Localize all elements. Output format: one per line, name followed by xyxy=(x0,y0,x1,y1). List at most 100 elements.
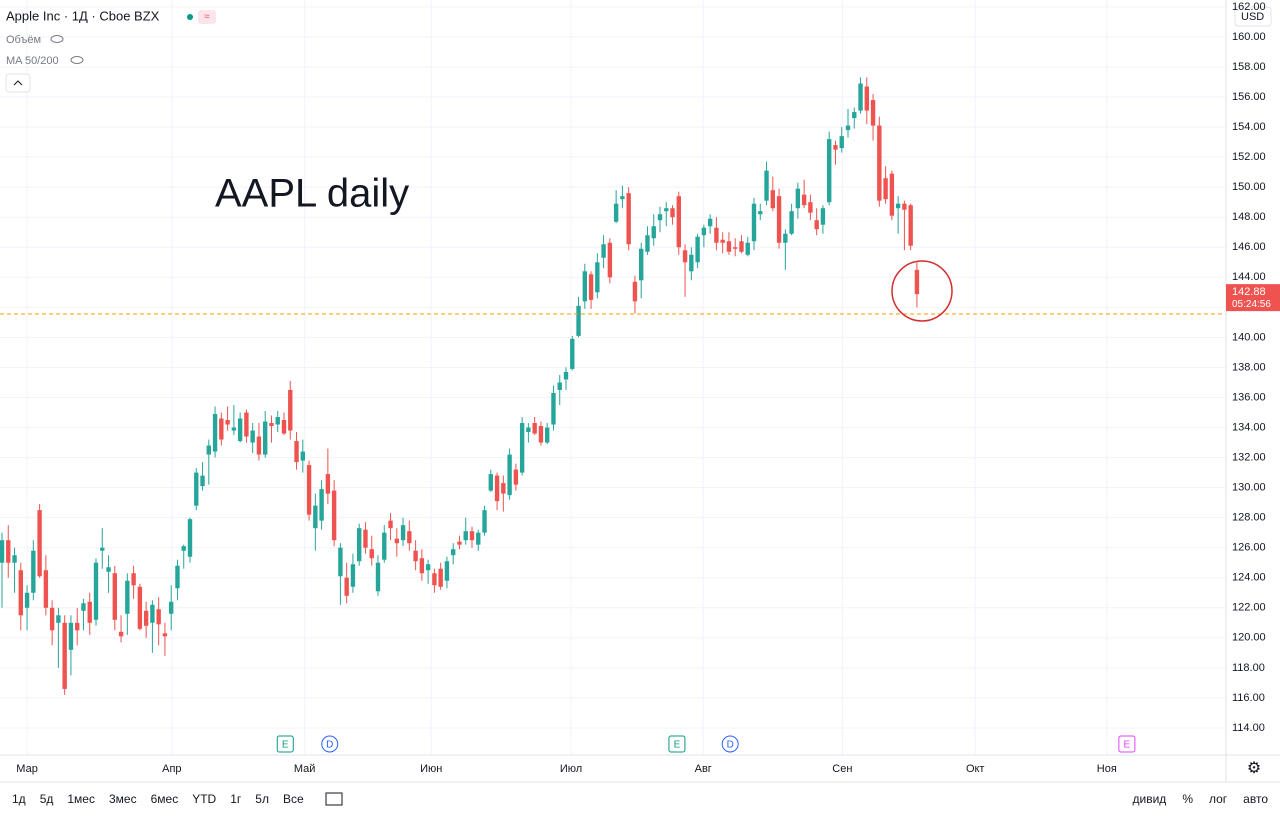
candle-body xyxy=(400,525,406,541)
y-tick-label: 154.00 xyxy=(1232,121,1266,133)
y-tick-label: 116.00 xyxy=(1232,692,1265,704)
event-label: D xyxy=(326,740,333,751)
y-tick-label: 156.00 xyxy=(1232,91,1266,103)
marks xyxy=(0,77,1226,695)
option-button[interactable]: авто xyxy=(1243,792,1268,806)
candle-body xyxy=(256,436,262,455)
candle-body xyxy=(325,474,331,494)
candle-body xyxy=(588,274,594,300)
candle-body xyxy=(858,83,863,111)
y-tick-label: 148.00 xyxy=(1232,211,1266,223)
y-tick-label: 130.00 xyxy=(1232,482,1266,494)
range-button[interactable]: 5д xyxy=(40,792,54,806)
candle-body xyxy=(200,475,205,487)
event-icon[interactable] xyxy=(721,735,739,753)
candle-body xyxy=(664,208,669,212)
candle-body xyxy=(344,577,349,596)
candle-body xyxy=(12,555,17,563)
highlight-circle xyxy=(891,260,953,322)
x-tick-label: Авг xyxy=(695,763,712,775)
candle-body xyxy=(877,125,882,201)
y-tick-label: 140.00 xyxy=(1232,331,1266,343)
option-button[interactable]: дивид xyxy=(1133,792,1167,806)
collapse-button[interactable] xyxy=(5,73,31,93)
indicator-label[interactable]: Объём xyxy=(6,34,41,46)
candle-body xyxy=(776,196,782,243)
candle-body xyxy=(75,622,80,631)
candle-body xyxy=(357,528,362,562)
candle-body xyxy=(801,194,807,206)
currency-button[interactable] xyxy=(1234,6,1272,27)
candle-body xyxy=(501,483,506,494)
candle-body xyxy=(639,248,644,281)
event-icon[interactable] xyxy=(1118,735,1136,753)
y-tick-label: 144.00 xyxy=(1232,271,1266,283)
y-tick-label: 138.00 xyxy=(1232,361,1266,373)
candle-body xyxy=(181,546,186,551)
candle-body xyxy=(118,631,124,637)
y-tick-label: 126.00 xyxy=(1232,542,1266,554)
x-tick-label: Окт xyxy=(966,763,985,775)
range-button[interactable]: 6мес xyxy=(151,792,179,806)
candle-body xyxy=(319,489,324,521)
candle-body xyxy=(595,262,600,293)
event-icon[interactable] xyxy=(668,735,686,753)
hide-icon[interactable] xyxy=(50,35,64,43)
option-button[interactable]: % xyxy=(1182,792,1193,806)
range-button[interactable]: 5л xyxy=(255,792,269,806)
candle-body xyxy=(726,241,732,252)
annotation: AAPL daily xyxy=(215,172,409,216)
candle-body xyxy=(739,241,744,252)
hide-icon[interactable] xyxy=(70,56,84,64)
candle-body xyxy=(839,136,844,149)
candle-body xyxy=(87,601,92,623)
candle-body xyxy=(551,392,556,425)
candle-body xyxy=(194,472,199,506)
candle-body xyxy=(269,423,274,427)
candle-body xyxy=(526,427,531,433)
range-button[interactable]: 1г xyxy=(230,792,242,806)
candle-body xyxy=(37,510,42,577)
y-tick-label: 132.00 xyxy=(1232,451,1266,463)
candle-body xyxy=(808,202,813,213)
event-icon[interactable] xyxy=(276,735,294,753)
event-label: D xyxy=(727,740,734,751)
y-tick-label: 150.00 xyxy=(1232,181,1266,193)
option-button[interactable]: лог xyxy=(1209,792,1228,806)
range-button[interactable]: 1д xyxy=(12,792,26,806)
candle-body xyxy=(576,305,581,336)
settings-icon[interactable]: ⚙ xyxy=(1247,760,1261,777)
candle-body xyxy=(363,529,368,548)
candle-body xyxy=(275,417,280,425)
x-tick-label: Май xyxy=(294,763,316,775)
indicator-label[interactable]: MA 50/200 xyxy=(6,55,59,67)
candle-body xyxy=(720,239,725,243)
y-tick-label: 136.00 xyxy=(1232,391,1266,403)
candle-body xyxy=(162,633,168,637)
candle-body xyxy=(827,139,832,203)
status-badge-icon: ≈ xyxy=(204,12,210,23)
event-icon[interactable] xyxy=(321,735,339,753)
candle-body xyxy=(764,170,769,201)
candle-body xyxy=(250,430,255,443)
range-button[interactable]: YTD xyxy=(192,792,216,806)
event-label: E xyxy=(282,740,289,751)
range-button[interactable]: Все xyxy=(283,792,304,806)
candle-body xyxy=(745,242,750,255)
event-label: E xyxy=(1124,740,1131,751)
candle-body xyxy=(369,549,374,559)
y-tick-label: 134.00 xyxy=(1232,421,1266,433)
candle-body xyxy=(18,570,23,616)
candle-body xyxy=(175,565,180,589)
candle-body xyxy=(538,426,544,443)
date-range-icon[interactable] xyxy=(325,792,343,806)
countdown: 05:24:56 xyxy=(1232,299,1271,310)
candle-body xyxy=(6,540,11,563)
event-label: E xyxy=(674,740,681,751)
candle-body xyxy=(419,558,425,574)
y-tick-label: 146.00 xyxy=(1232,241,1266,253)
y-tick-label: 162.00 xyxy=(1232,1,1266,13)
range-button[interactable]: 1мес xyxy=(67,792,95,806)
range-button[interactable]: 3мес xyxy=(109,792,137,806)
